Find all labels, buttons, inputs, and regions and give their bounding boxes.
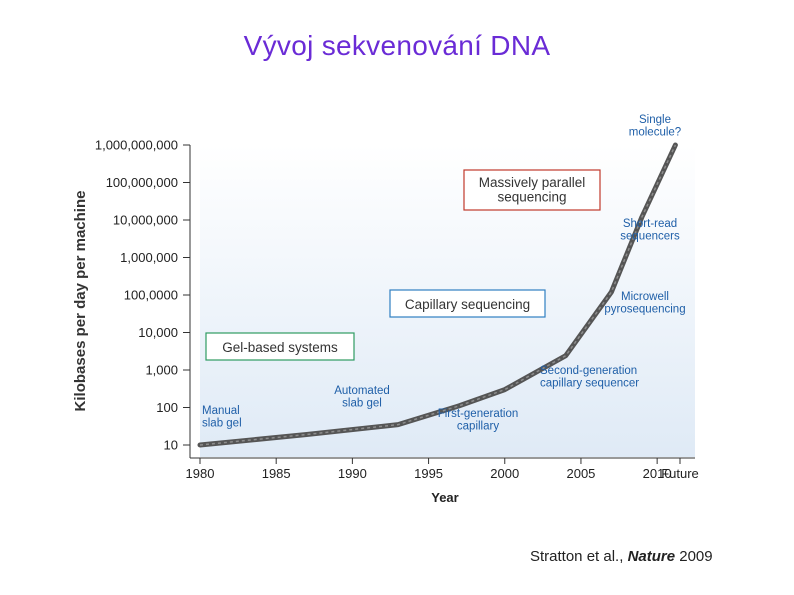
citation-journal: Nature bbox=[627, 548, 676, 565]
annotation-label: First-generation capillary bbox=[438, 408, 519, 433]
y-tick-label: 100,0000 bbox=[124, 288, 178, 303]
citation-year: 2009 bbox=[675, 548, 713, 565]
series-layer bbox=[197, 142, 678, 448]
x-tick-label: 2005 bbox=[566, 466, 595, 481]
x-tick-label: 1980 bbox=[186, 466, 215, 481]
y-tick-label: 1,000,000,000 bbox=[95, 138, 178, 153]
sequencing-throughput-chart: 10 100 1,000 10,000 100,0000 1,000,000 10,000,… bbox=[72, 114, 699, 506]
citation: Stratton et al., Nature 2009 bbox=[530, 548, 713, 565]
x-tick-label: 2000 bbox=[490, 466, 519, 481]
category-box-label: Massively parallel sequencing bbox=[479, 175, 586, 205]
x-tick-label: 1990 bbox=[338, 466, 367, 481]
category-box-label: Capillary sequencing bbox=[405, 297, 530, 312]
y-tick-label: 100,000,000 bbox=[106, 175, 178, 190]
category-box bbox=[389, 289, 546, 318]
x-tick-label: 1995 bbox=[414, 466, 443, 481]
annotation-label: Microwell pyrosequencing bbox=[604, 291, 685, 316]
y-tick-label: 1,000 bbox=[145, 363, 178, 378]
x-tick-label: 1985 bbox=[262, 466, 291, 481]
y-tick-label: 1,000,000 bbox=[120, 250, 178, 265]
slide-title: Vývoj sekvenování DNA bbox=[243, 30, 551, 61]
y-axis-label: Kilobases per day per machine bbox=[72, 191, 89, 412]
annotation-label: Manual slab gel bbox=[202, 405, 242, 430]
x-tick-label: 2010 bbox=[643, 466, 672, 481]
y-tick-label: 100 bbox=[156, 400, 178, 415]
series-line bbox=[197, 142, 678, 448]
axes: 10 100 1,000 10,000 100,0000 1,000,000 10,000,… bbox=[72, 138, 699, 506]
annotation-layer: Manual slab gel Automated slab gel First-gen… bbox=[202, 114, 686, 433]
x-axis-label: Year bbox=[431, 490, 458, 505]
category-box bbox=[463, 169, 601, 211]
category-box-label: Gel-based systems bbox=[222, 340, 338, 355]
y-tick-label: 10 bbox=[164, 438, 178, 453]
citation-authors: Stratton et al., bbox=[530, 548, 628, 565]
annotation-label: Automated slab gel bbox=[334, 385, 390, 410]
annotation-label: Short-read sequencers bbox=[620, 218, 680, 243]
annotation-label: Single molecule? bbox=[629, 114, 681, 139]
y-tick-label: 10,000,000 bbox=[113, 213, 178, 228]
x-tick-label: Future bbox=[661, 466, 699, 481]
y-tick-label: 10,000 bbox=[138, 325, 178, 340]
annotation-label: Second-generation capillary sequencer bbox=[540, 365, 639, 390]
category-box bbox=[205, 332, 355, 361]
